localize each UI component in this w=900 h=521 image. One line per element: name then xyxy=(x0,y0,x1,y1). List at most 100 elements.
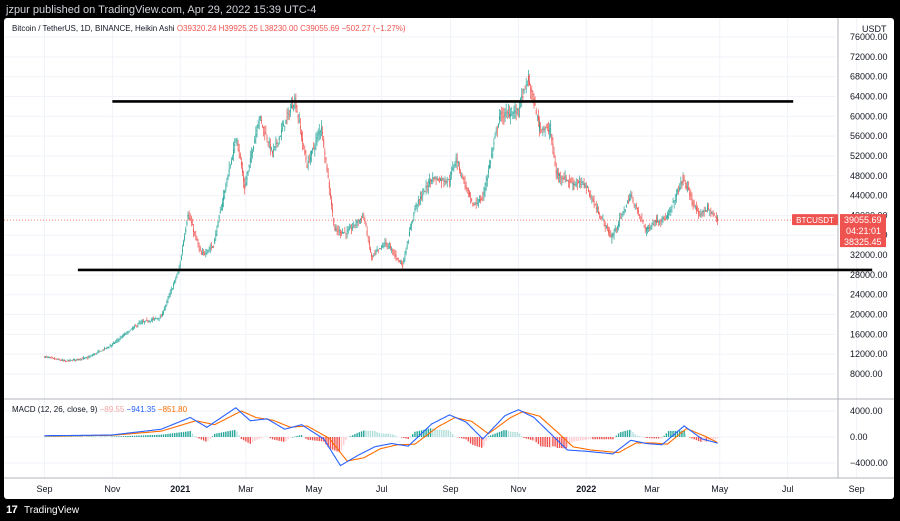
candle-body xyxy=(660,220,662,222)
macd-histogram-bar xyxy=(714,437,717,440)
candle-body xyxy=(188,215,190,216)
candle-body xyxy=(91,355,93,357)
candle-body xyxy=(575,184,577,186)
candle-body xyxy=(489,164,490,168)
candle-body xyxy=(604,224,606,227)
macd-histogram-bar xyxy=(617,433,620,437)
symbol-title[interactable]: Bitcoin / TetherUS, 1D, BINANCE, Heikin … xyxy=(12,24,175,33)
candle-body xyxy=(64,360,65,362)
macd-histogram-bar xyxy=(561,437,563,449)
macd-histogram-bar xyxy=(575,437,577,442)
candle-body xyxy=(240,161,242,166)
candle-body xyxy=(47,356,49,358)
macd-histogram-bar xyxy=(514,431,516,437)
candle-body xyxy=(223,196,225,201)
candle-body xyxy=(104,348,106,350)
candle-body xyxy=(352,227,354,229)
candle-body xyxy=(192,224,193,226)
candle-body xyxy=(256,130,258,132)
candle-body xyxy=(414,208,416,211)
macd-histogram-bar xyxy=(336,437,338,452)
macd-title[interactable]: MACD (12, 26, close, 9) xyxy=(12,405,98,414)
macd-histogram-bar xyxy=(505,430,507,437)
macd-histogram-bar xyxy=(594,437,596,440)
macd-histogram-bar xyxy=(363,430,365,437)
candle-body xyxy=(225,187,227,190)
candle-body xyxy=(642,220,644,223)
macd-histogram-bar xyxy=(327,437,329,448)
candle-body xyxy=(560,176,562,178)
macd-histogram-bar xyxy=(374,431,376,437)
candle-body xyxy=(87,357,89,359)
candle-body xyxy=(75,359,77,361)
candle-body xyxy=(147,321,149,323)
candle-body xyxy=(709,209,711,211)
candle-body xyxy=(299,126,301,129)
candle-body xyxy=(553,152,555,158)
macd-histogram-bar xyxy=(392,434,394,437)
macd-histogram-bar xyxy=(592,437,594,440)
candle-body xyxy=(451,171,453,175)
candle-body xyxy=(196,237,198,241)
candle-body xyxy=(125,334,127,335)
candle-body xyxy=(187,214,189,219)
macd-histogram-bar xyxy=(533,437,535,441)
candle-body xyxy=(564,176,566,179)
candle-body xyxy=(59,359,61,361)
y-tick-label: 32000.00 xyxy=(850,250,888,260)
candle-body xyxy=(118,339,120,341)
candle-body xyxy=(157,318,159,320)
candle-body xyxy=(412,219,414,223)
candle-body xyxy=(396,258,398,260)
candle-body xyxy=(470,196,472,198)
y-tick-label: 44000.00 xyxy=(850,191,888,201)
candle-body xyxy=(309,156,311,160)
macd-histogram-bar xyxy=(234,429,236,437)
candle-body xyxy=(689,192,691,196)
macd-histogram-bar xyxy=(525,437,527,439)
candle-body xyxy=(625,205,627,207)
macd-histogram-bar xyxy=(276,437,278,441)
macd-histogram-bar xyxy=(227,431,229,437)
candle-body xyxy=(708,208,710,210)
macd-histogram-bar xyxy=(287,437,289,440)
macd-histogram-bar xyxy=(565,437,567,449)
candle-body xyxy=(407,240,409,243)
candle-body xyxy=(134,326,136,327)
macd-histogram-bar xyxy=(269,437,272,439)
candle-body xyxy=(171,288,173,290)
macd-histogram-bar xyxy=(262,437,265,438)
candle-body xyxy=(541,129,543,131)
candle-body xyxy=(511,115,513,117)
macd-histogram-bar xyxy=(325,437,327,445)
candle-body xyxy=(324,151,326,155)
candle-body xyxy=(431,179,433,182)
candle-body xyxy=(229,167,231,169)
macd-histogram-bar xyxy=(309,437,312,441)
candle-body xyxy=(618,223,619,226)
candle-body xyxy=(600,217,602,219)
candle-body xyxy=(687,187,688,188)
candle-body xyxy=(185,228,187,232)
candle-body xyxy=(482,197,484,199)
candle-body xyxy=(683,179,685,182)
candle-body xyxy=(386,243,388,246)
candle-body xyxy=(202,252,203,254)
candle-body xyxy=(264,132,266,135)
candle-body xyxy=(406,245,408,248)
macd-histogram-bar xyxy=(498,431,501,437)
candle-body xyxy=(328,182,330,189)
macd-histogram-bar xyxy=(443,429,445,437)
macd-histogram-bar xyxy=(434,429,436,437)
candle-body xyxy=(678,190,680,192)
candle-body xyxy=(238,149,240,153)
symbol-legend: Bitcoin / TetherUS, 1D, BINANCE, Heikin … xyxy=(12,24,406,33)
candle-body xyxy=(55,358,57,360)
macd-histogram-bar xyxy=(254,437,256,441)
candle-body xyxy=(519,107,520,109)
candle-body xyxy=(601,217,603,219)
candle-body xyxy=(693,204,695,206)
macd-histogram-bar xyxy=(665,433,668,437)
candle-body xyxy=(494,136,496,138)
